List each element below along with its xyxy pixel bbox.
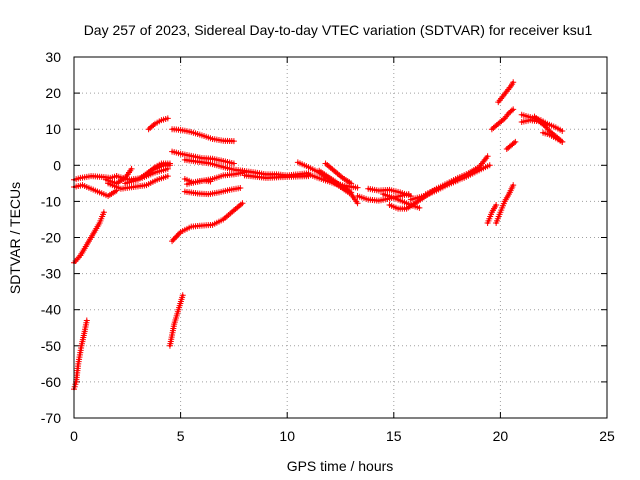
x-tick-label: 5 [177, 428, 185, 444]
data-point [237, 185, 244, 192]
data-point [508, 107, 515, 114]
y-tick-label: -60 [41, 374, 61, 390]
x-tick-label: 0 [70, 428, 78, 444]
chart-title: Day 257 of 2023, Sidereal Day-to-day VTE… [84, 22, 593, 38]
data-point [484, 153, 491, 160]
series-arc-10 [145, 115, 171, 133]
series-arc-36 [503, 138, 519, 153]
data-point [354, 184, 361, 191]
data-point [510, 106, 517, 113]
series-arc-30 [422, 153, 491, 198]
series-trace [324, 162, 353, 185]
data-point [510, 140, 517, 147]
series-arc-23 [316, 167, 355, 196]
data-point [559, 138, 566, 145]
y-tick-label: -40 [41, 302, 61, 318]
series-arc-24 [322, 160, 355, 187]
series-arc-26 [365, 185, 414, 199]
series-arc-35 [495, 79, 517, 106]
series-arc-9 [145, 160, 173, 176]
data-point [416, 204, 423, 211]
y-tick-label: -10 [41, 193, 61, 209]
grid [74, 57, 607, 418]
data-point [83, 317, 90, 324]
data-point [493, 202, 500, 209]
y-tick-label: 20 [45, 85, 61, 101]
y-tick-label: -70 [41, 410, 61, 426]
series-arc-33 [493, 182, 517, 227]
series-arc-14 [169, 148, 237, 167]
series-arc-11 [166, 292, 186, 349]
y-tick-label: -20 [41, 230, 61, 246]
y-axis-label: SDTVAR / TECUs [7, 182, 23, 294]
series-arc-31 [450, 162, 493, 185]
x-tick-label: 10 [279, 428, 295, 444]
data-point [486, 162, 493, 169]
y-tick-label: -50 [41, 338, 61, 354]
series-arc-13 [169, 126, 237, 145]
data-point [166, 160, 173, 167]
data-series [71, 79, 566, 393]
data-point [354, 200, 361, 207]
x-tick-label: 15 [386, 428, 402, 444]
plot-frame [73, 56, 608, 419]
data-point [348, 189, 355, 196]
axis-ticks: 0 5 10 15 20 25 -70 -60 -50 -40 -30 -20 -10 0 10 20 30 [41, 49, 615, 444]
series-arc-12 [169, 200, 246, 245]
series-arc-40 [540, 129, 566, 145]
data-point [559, 128, 566, 135]
y-tick-label: 30 [45, 49, 61, 65]
data-point [164, 115, 171, 122]
data-point [179, 292, 186, 299]
data-point [230, 138, 237, 145]
series-trace [170, 202, 244, 243]
x-axis-label: GPS time / hours [287, 458, 394, 474]
y-tick-label: -30 [41, 266, 61, 282]
series-arc-16 [183, 177, 214, 188]
series-arc-6 [105, 173, 171, 192]
data-point [164, 173, 171, 180]
y-tick-label: 10 [45, 121, 61, 137]
series-arc-25 [354, 191, 412, 204]
series-arc-32 [484, 202, 500, 227]
data-point [207, 178, 214, 185]
data-point [128, 165, 135, 172]
series-arc-17 [181, 185, 244, 198]
series-arc-18 [181, 156, 246, 174]
data-point [510, 79, 517, 86]
data-point [230, 160, 237, 167]
x-tick-label: 20 [493, 428, 509, 444]
series-arc-34 [488, 106, 517, 133]
data-point [512, 138, 519, 145]
y-tick-label: 0 [53, 157, 61, 173]
data-point [100, 209, 107, 216]
data-point [239, 200, 246, 207]
x-tick-label: 25 [599, 428, 615, 444]
data-point [510, 182, 517, 189]
data-point [348, 180, 355, 187]
series-arc-2 [71, 209, 107, 266]
